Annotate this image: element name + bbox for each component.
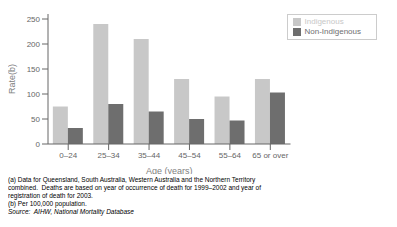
svg-text:65 or over: 65 or over (252, 151, 288, 160)
svg-text:150: 150 (27, 65, 41, 74)
html-text:Indigenous: Indigenous (304, 17, 344, 26)
svg-text:0–24: 0–24 (59, 151, 77, 160)
html-text:Non-Indigenous: Non-Indigenous (304, 27, 361, 36)
svg-text:250: 250 (27, 15, 41, 24)
svg-text:Age (years): Age (years) (146, 166, 193, 174)
svg-text:25–34: 25–34 (98, 151, 121, 160)
svg-text:55–64: 55–64 (219, 151, 242, 160)
svg-text:45–54: 45–54 (178, 151, 201, 160)
svg-text:Rate(b): Rate(b) (8, 64, 17, 94)
svg-text:200: 200 (27, 40, 41, 49)
html-text:(a) Data for Queensland, South: (a) Data for Queensland, South Australia… (8, 176, 256, 183)
html-text:combined. Deaths are based on: combined. Deaths are based on year of oc… (8, 184, 261, 191)
svg-text:0: 0 (36, 140, 41, 149)
svg-text:100: 100 (27, 90, 41, 99)
html-text:registration of death for 2003: registration of death for 2003. (8, 192, 93, 199)
html-text:Source: AIHW, National Mortali: Source: AIHW, National Mortality Databas… (8, 208, 134, 215)
svg-text:35–44: 35–44 (138, 151, 161, 160)
svg-text:50: 50 (31, 115, 40, 124)
html-text:(b) Per 100,000 population.: (b) Per 100,000 population. (8, 200, 87, 207)
